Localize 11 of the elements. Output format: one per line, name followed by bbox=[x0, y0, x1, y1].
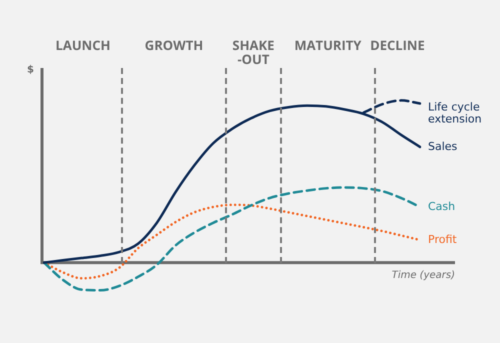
series-label: Life cycle extension bbox=[428, 100, 482, 126]
series-label: Sales bbox=[428, 140, 458, 153]
y-axis-title: $ bbox=[27, 64, 34, 76]
text: DECLINE bbox=[369, 36, 426, 54]
series-label: Cash bbox=[428, 200, 456, 213]
x-axis-title: Time (years) bbox=[392, 270, 455, 282]
text: MATURITY bbox=[293, 36, 362, 54]
series-label: Profit bbox=[428, 232, 458, 246]
text: GROWTH bbox=[144, 36, 204, 54]
text: LAUNCH bbox=[54, 36, 112, 54]
text: SHAKE -OUT bbox=[231, 36, 276, 68]
